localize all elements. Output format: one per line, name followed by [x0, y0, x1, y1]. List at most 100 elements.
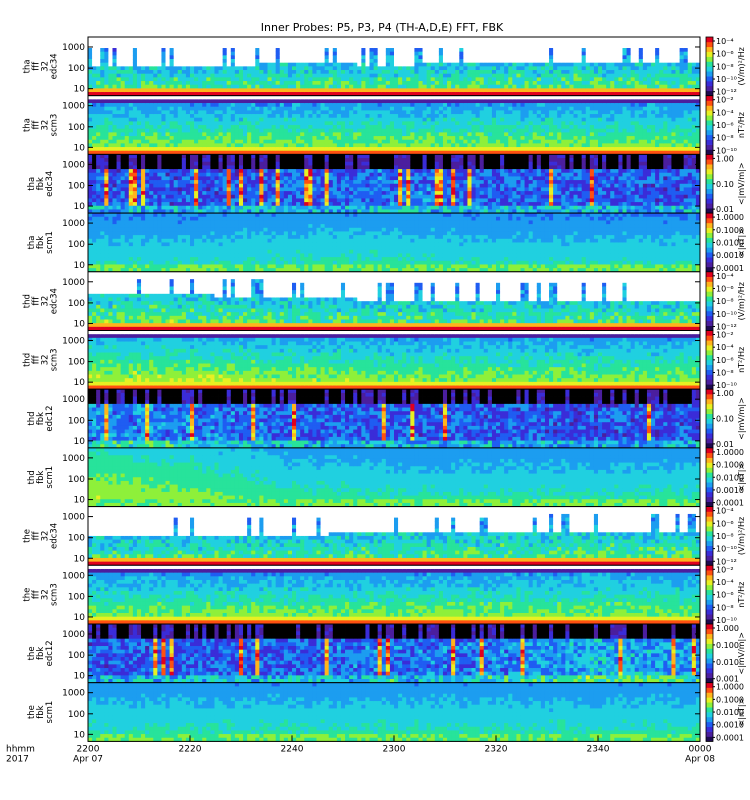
- heat-cell: [553, 110, 557, 114]
- heat-cell: [618, 125, 622, 129]
- heat-cell: [655, 77, 659, 81]
- heat-cell: [406, 107, 410, 111]
- heat-cell: [643, 59, 647, 63]
- heat-cell: [104, 48, 108, 52]
- heat-cell: [361, 37, 365, 41]
- heat-cell: [414, 81, 418, 85]
- heat-cell: [447, 48, 451, 52]
- heat-cell: [96, 202, 100, 206]
- heat-cell: [631, 52, 635, 56]
- heat-cell: [349, 88, 353, 92]
- heat-cell: [525, 118, 529, 122]
- heat-cell: [476, 37, 480, 41]
- heat-cell: [382, 129, 386, 133]
- heat-cell: [104, 198, 108, 202]
- colorbar-swatch: [706, 66, 713, 71]
- heat-cell: [614, 59, 618, 63]
- heat-cell: [190, 59, 194, 63]
- heat-cell: [406, 44, 410, 48]
- heat-cell: [631, 114, 635, 118]
- heat-cell: [594, 140, 598, 144]
- heat-cell: [423, 77, 427, 81]
- heat-cell: [667, 129, 671, 133]
- heat-cell: [361, 136, 365, 140]
- heat-cell: [194, 118, 198, 122]
- heat-cell: [178, 55, 182, 59]
- heat-cell: [423, 129, 427, 133]
- heat-cell: [125, 125, 129, 129]
- heat-cell: [467, 48, 471, 52]
- heat-cell: [394, 140, 398, 144]
- heat-cell: [431, 59, 435, 63]
- heat-cell: [447, 140, 451, 144]
- heat-cell: [488, 88, 492, 92]
- colorbar-unit: nT²/Hz: [737, 112, 746, 138]
- heat-cell: [614, 103, 618, 107]
- heat-cell: [631, 88, 635, 92]
- heat-cell: [692, 74, 696, 78]
- heat-cell: [166, 81, 170, 85]
- heat-cell: [284, 70, 288, 74]
- heat-cell: [166, 129, 170, 133]
- heat-cell: [582, 70, 586, 74]
- heat-cell: [610, 52, 614, 56]
- heat-cell: [378, 136, 382, 140]
- heat-cell: [137, 114, 141, 118]
- heat-cell: [300, 96, 304, 100]
- heat-cell: [627, 143, 631, 147]
- heat-cell: [671, 55, 675, 59]
- heat-cell: [545, 114, 549, 118]
- heat-cell: [492, 77, 496, 81]
- heat-cell: [263, 59, 267, 63]
- heat-cell: [268, 63, 272, 67]
- heat-cell: [321, 107, 325, 111]
- heat-cell: [198, 143, 202, 147]
- heat-cell: [667, 103, 671, 107]
- heat-cell: [598, 59, 602, 63]
- heat-cell: [247, 88, 251, 92]
- heat-cell: [325, 96, 329, 100]
- heat-cell: [141, 136, 145, 140]
- heat-cell: [304, 103, 308, 107]
- heat-cell: [125, 74, 129, 78]
- heat-cell: [427, 110, 431, 114]
- heat-cell: [268, 132, 272, 136]
- heat-cell: [198, 48, 202, 52]
- heat-cell: [325, 66, 329, 70]
- heat-cell: [598, 103, 602, 107]
- heat-cell: [145, 107, 149, 111]
- heat-cell: [431, 147, 435, 151]
- heat-cell: [272, 125, 276, 129]
- chart-title: Inner Probes: P5, P3, P4 (TH-A,D,E) FFT,…: [261, 21, 504, 34]
- heat-cell: [553, 107, 557, 111]
- heat-cell: [378, 74, 382, 78]
- heat-cell: [304, 74, 308, 78]
- heat-cell: [243, 125, 247, 129]
- heat-cell: [174, 118, 178, 122]
- heat-cell: [382, 118, 386, 122]
- heat-cell: [255, 88, 259, 92]
- heat-cell: [125, 96, 129, 100]
- heat-cell: [659, 103, 663, 107]
- heat-cell: [96, 154, 100, 158]
- heat-cell: [484, 110, 488, 114]
- heat-cell: [574, 103, 578, 107]
- heat-cell: [194, 37, 198, 41]
- heat-cell: [541, 114, 545, 118]
- heat-cell: [622, 136, 626, 140]
- heat-cell: [647, 110, 651, 114]
- heat-cell: [439, 99, 443, 103]
- heat-cell: [129, 99, 133, 103]
- heat-cell: [516, 96, 520, 100]
- heat-cell: [688, 103, 692, 107]
- heat-cell: [455, 103, 459, 107]
- heat-cell: [423, 99, 427, 103]
- heat-cell: [235, 132, 239, 136]
- heat-cell: [214, 74, 218, 78]
- heat-cell: [370, 103, 374, 107]
- heat-cell: [382, 125, 386, 129]
- heat-cell: [247, 77, 251, 81]
- heat-cell: [292, 55, 296, 59]
- heat-cell: [349, 143, 353, 147]
- heat-cell: [692, 121, 696, 125]
